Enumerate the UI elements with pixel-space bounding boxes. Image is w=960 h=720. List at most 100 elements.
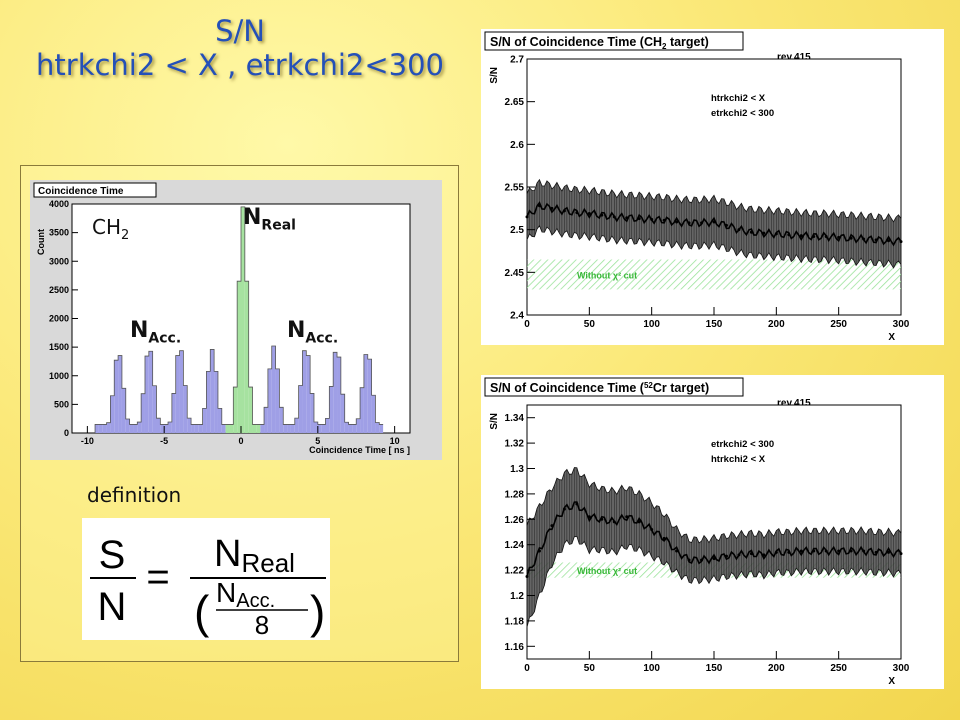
accidental-bin (283, 424, 288, 433)
accidental-bin (198, 424, 203, 433)
accidental-bin (114, 360, 119, 433)
ch2-ytick-label: 2.65 (505, 97, 525, 108)
ch2-data-point (787, 233, 791, 237)
hist-ytick-label: 3000 (49, 256, 69, 266)
cr52-data-point (849, 549, 853, 553)
cr52-xtick-label: 100 (643, 663, 660, 674)
ch2-xtick-label: 50 (584, 319, 596, 330)
ch2-data-point (637, 217, 641, 221)
accidental-bin (121, 388, 126, 433)
cr52-ytick-label: 1.26 (505, 515, 525, 526)
ch2-text: CH (92, 215, 122, 239)
cr52-data-point (787, 550, 791, 554)
accidental-bin (367, 359, 372, 433)
ch2-xlabel: X (888, 332, 895, 343)
n-acc-text-left: N (130, 318, 149, 343)
accidental-bin (321, 424, 326, 433)
cr52-ylabel: S/N (489, 413, 500, 430)
hist-title-box (33, 182, 157, 198)
ch2-xtick-label: 0 (524, 319, 530, 330)
cr52-data-point (837, 549, 841, 553)
cr52-xtick-label: 50 (584, 663, 596, 674)
cr52-data-point (662, 536, 666, 540)
accidental-bin (156, 418, 161, 433)
cr52-annotation: rev.415 (777, 398, 811, 409)
accidental-bin (267, 368, 272, 433)
real-bin (248, 387, 253, 433)
n-acc-label-left: NAcc. (130, 318, 181, 346)
n-acc-sub-left: Acc. (148, 330, 182, 347)
real-bin (256, 424, 261, 433)
cr52-data-point (737, 553, 741, 557)
ch2-legend-entry: etrkchi2 < 300 (711, 108, 774, 119)
ch2-band-label: Without χ² cut (577, 270, 637, 280)
cr52-ytick-label: 1.18 (505, 616, 525, 627)
accidental-bin (298, 385, 303, 433)
cr52-ytick-label: 1.3 (510, 464, 524, 475)
cr52-data-point (675, 549, 679, 553)
ch2-data-point (899, 240, 903, 244)
formula-nreal-sub: Real (241, 548, 294, 578)
formula-s: S (99, 533, 126, 577)
hist-xtick-label: -10 (81, 436, 94, 446)
ch2-data-point (887, 239, 891, 243)
accidental-bin (102, 424, 107, 433)
hist-ytick-label: 4000 (49, 199, 69, 209)
ch2-annotation: rev.415 (777, 52, 811, 63)
accidental-bin (125, 418, 130, 433)
accidental-bin (187, 418, 192, 433)
hist-ylabel: Count (36, 229, 46, 255)
real-bin (252, 424, 257, 433)
ch2-data-point (799, 234, 803, 238)
cr52-data-point (887, 550, 891, 554)
sn-plot-ch2: S/N of Coincidence Time (CH2 target) rev.… (481, 29, 944, 345)
cr52-data-point (587, 515, 591, 519)
accidental-bin (191, 424, 195, 433)
accidental-bin (133, 424, 138, 433)
hist-ytick-label: 0 (64, 428, 69, 438)
slide-title: S/N htrkchi2 < X , etrkchi2<300 (20, 14, 460, 82)
accidental-bin (110, 395, 115, 433)
ch2-ytick-label: 2.4 (510, 311, 524, 322)
cr52-xtick-label: 0 (524, 663, 530, 674)
real-bin (241, 206, 245, 433)
accidental-bin (175, 355, 180, 433)
cr52-data-point (575, 502, 579, 506)
hist-ytick-label: 500 (54, 399, 69, 409)
hist-xtick-label: 10 (390, 436, 400, 446)
cr52-data-point (687, 558, 691, 562)
n-acc-sub-right: Acc. (305, 330, 339, 347)
accidental-bin (137, 422, 142, 433)
hist-ytick-label: 2500 (49, 285, 69, 295)
ch2-data-point (712, 220, 716, 224)
ch2-legend-entry: htrkchi2 < X (711, 93, 766, 104)
ch2-data-point (612, 215, 616, 219)
ch2-data-point (600, 213, 604, 217)
accidental-bin (129, 424, 134, 433)
accidental-bin (194, 424, 199, 433)
formula-nreal: NReal (214, 533, 295, 578)
cr52-data-point (899, 552, 903, 556)
ch2-xtick-label: 250 (830, 319, 847, 330)
accidental-bin (217, 408, 222, 433)
cr52-data-point (637, 520, 641, 524)
accidental-bin (356, 418, 361, 433)
cr52-series-line (526, 501, 902, 577)
accidental-bin (144, 356, 149, 433)
hist-xlabel: Coincidence Time [ ns ] (309, 445, 410, 455)
accidental-bin (183, 385, 188, 433)
cr52-xlabel: X (888, 676, 895, 687)
formula-nacc-n: N (216, 577, 236, 608)
formula-svg: S N = NReal ( NAcc. 8 ) (90, 533, 326, 640)
cr52-ytick-label: 1.24 (505, 540, 525, 551)
cr52-data-point (625, 515, 629, 519)
accidental-bin (348, 424, 353, 433)
formula-paren-close: ) (310, 586, 325, 638)
cr52-data-point (724, 554, 728, 558)
cr52-xtick-label: 250 (830, 663, 847, 674)
ch2-title: S/N of Coincidence Time (CH2 target) (490, 35, 709, 51)
cr52-legend-entry: etrkchi2 < 300 (711, 439, 774, 450)
accidental-bin (306, 355, 311, 433)
real-bin (237, 281, 241, 433)
accidental-bin (171, 393, 176, 433)
